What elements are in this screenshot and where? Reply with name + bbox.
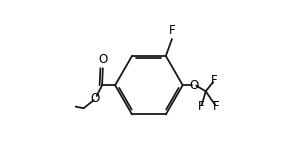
Text: F: F [198, 100, 205, 113]
Text: O: O [91, 92, 100, 105]
Text: F: F [211, 74, 218, 87]
Text: O: O [98, 53, 108, 66]
Text: F: F [169, 24, 175, 37]
Text: O: O [190, 79, 199, 92]
Text: F: F [213, 100, 220, 113]
